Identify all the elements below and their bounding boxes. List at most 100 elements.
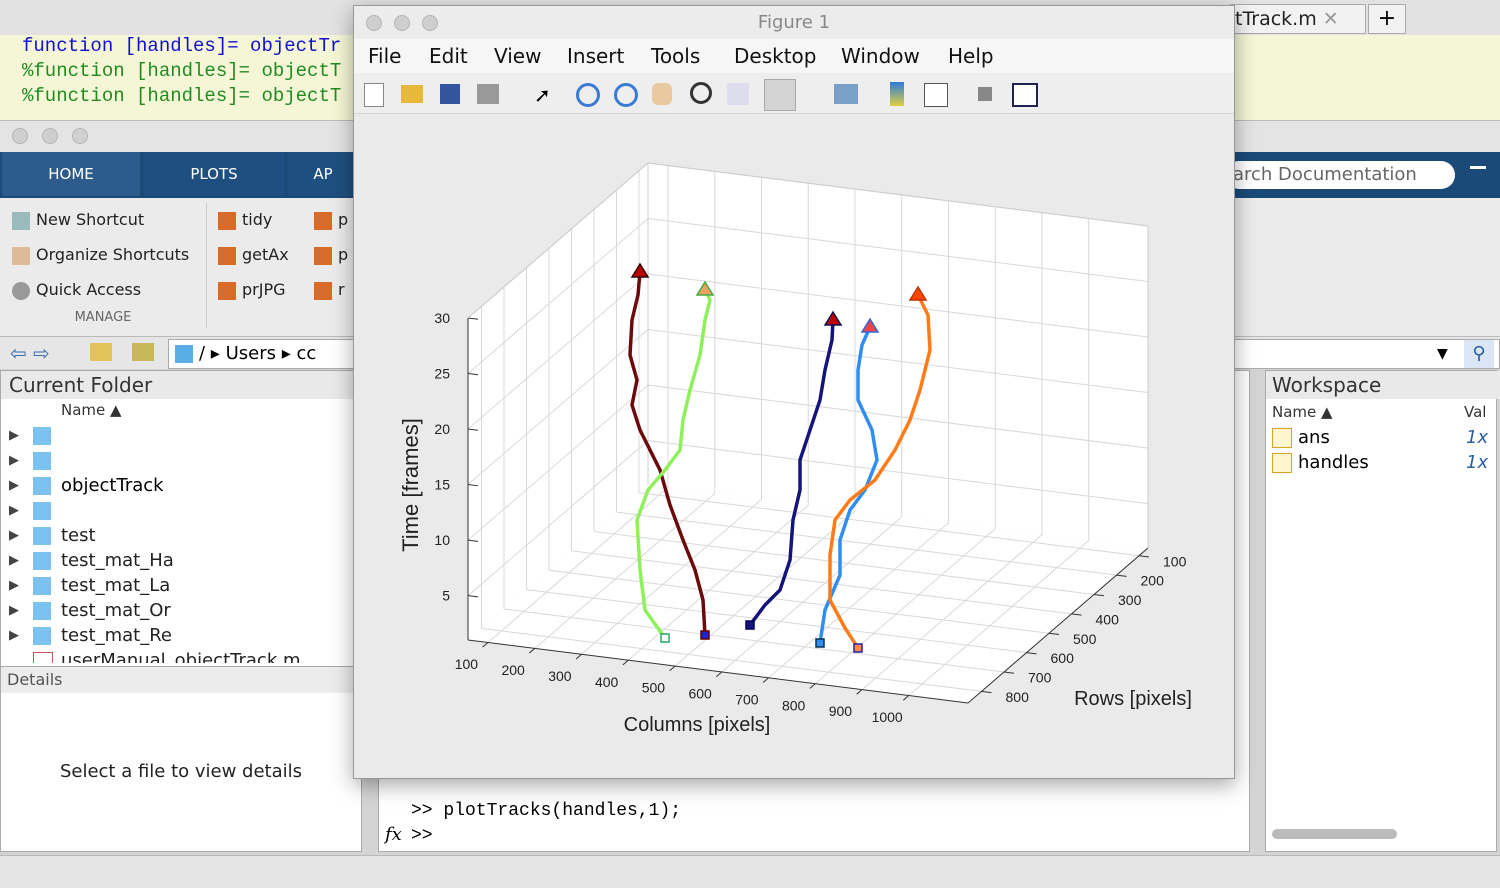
grid-line	[526, 589, 1027, 654]
grid-line	[503, 608, 1005, 673]
x-tick-label: 1000	[872, 709, 903, 725]
tick-mark	[1071, 613, 1082, 616]
tick-mark	[467, 595, 479, 598]
tab[interactable]: PLOTS	[144, 152, 284, 196]
track-start	[853, 643, 863, 653]
label: Quick Access	[36, 280, 142, 299]
menu-item[interactable]: File	[368, 44, 402, 68]
search-box[interactable]: arch Documentation	[1225, 161, 1455, 189]
grid-line	[534, 493, 716, 649]
folder-icon	[33, 527, 51, 545]
column-header[interactable]: Name ▲	[61, 401, 122, 419]
fx-icon[interactable]: fx	[385, 824, 402, 845]
favorite[interactable]: p	[314, 245, 348, 265]
x-tick-label: 700	[735, 691, 759, 707]
favorite[interactable]: getAx	[218, 245, 289, 265]
axes-3d: 100 200 300 400 500 600 700 800 900 1000 100 200 300…	[398, 162, 1192, 736]
file-row[interactable]: ▶	[1, 423, 321, 448]
folder-icon	[33, 477, 51, 495]
label: New Shortcut	[36, 210, 145, 229]
tick-mark	[903, 695, 910, 701]
track	[635, 289, 712, 640]
file-row[interactable]: ▶	[1, 498, 321, 523]
panel-title: Details	[1, 667, 367, 693]
axes-pane	[648, 163, 1148, 548]
grid-line	[571, 550, 1072, 615]
track	[628, 271, 707, 636]
menu-item[interactable]: Window	[841, 44, 920, 68]
menu-item[interactable]: Insert	[567, 44, 625, 68]
menu-item[interactable]: Tools	[651, 44, 701, 68]
variable[interactable]: handles	[1272, 452, 1369, 473]
folder-icon	[33, 502, 51, 520]
new-tab[interactable]: +	[1368, 4, 1406, 34]
tick-mark	[467, 539, 479, 542]
grid-line	[467, 440, 649, 596]
grid-line	[627, 504, 809, 661]
file-row[interactable]: ▶ test	[1, 523, 321, 548]
tab[interactable]: HOME	[2, 152, 140, 196]
variable[interactable]: ans	[1272, 427, 1330, 448]
file-row[interactable]: ▶ test_mat_Re	[1, 623, 321, 648]
favorite[interactable]: r	[314, 280, 345, 300]
file-row[interactable]: ▶ test_mat_La	[1, 573, 321, 598]
file-name: test_mat_La	[61, 575, 171, 596]
editor-tab[interactable]: tTrack.m ✕	[1230, 4, 1366, 34]
menu-item[interactable]: Desktop	[734, 44, 817, 68]
expand-arrow: ▶	[9, 478, 19, 493]
file-name: userManual_objectTrack.m	[61, 650, 301, 663]
grid-line	[467, 384, 649, 541]
axis-line	[647, 162, 1149, 227]
collapse-icon[interactable]	[1470, 166, 1486, 185]
column-header[interactable]: Name ▲	[1272, 403, 1333, 421]
file-row[interactable]: ▶	[1, 448, 321, 473]
menu-item[interactable]: View	[494, 44, 542, 68]
column-header[interactable]: Val	[1464, 403, 1487, 421]
expand-arrow: ▶	[9, 603, 19, 618]
shortcut[interactable]: Quick Access	[12, 280, 141, 300]
x-tick-label: 200	[501, 662, 525, 678]
menu-item[interactable]: Help	[948, 44, 994, 68]
grid-line	[548, 569, 1050, 634]
y-tick-label: 400	[1096, 611, 1120, 627]
figure-title: Figure 1	[354, 6, 1234, 39]
tick-mark	[482, 642, 489, 648]
grid-line	[647, 218, 1149, 283]
file-row[interactable]: ▶ objectTrack	[1, 473, 321, 498]
favorite[interactable]: prJPG	[218, 280, 286, 300]
label: prJPG	[242, 280, 286, 299]
folder-icon	[33, 427, 51, 445]
tick-mark	[1093, 594, 1105, 597]
grid-line	[908, 540, 1090, 696]
file-name: test_mat_Re	[61, 625, 172, 646]
favorite[interactable]: tidy	[218, 210, 272, 230]
tick-mark	[467, 317, 479, 320]
x-tick-label: 600	[688, 686, 712, 702]
favorite[interactable]: p	[314, 210, 348, 230]
tick-mark	[622, 659, 629, 666]
menu-item[interactable]: Edit	[429, 44, 468, 68]
shortcut[interactable]: Organize Shortcuts	[12, 245, 189, 265]
grid-line	[647, 384, 1149, 449]
file-row[interactable]: ▶ test_mat_Ha	[1, 548, 321, 573]
status-bar	[0, 855, 1500, 888]
tab[interactable]: AP	[288, 152, 358, 196]
track-start	[660, 633, 670, 643]
y-tick-label: 100	[1163, 553, 1187, 569]
figure-toolbar: ➚	[354, 73, 1234, 114]
file-row[interactable]: ▶ test_mat_Or	[1, 598, 321, 623]
shortcut[interactable]: New Shortcut	[12, 210, 144, 230]
track-end	[860, 317, 880, 333]
variable-name: handles	[1298, 452, 1369, 473]
tick-mark	[1048, 632, 1060, 636]
folder-icon	[33, 577, 51, 595]
track-end	[823, 310, 843, 326]
file-name: test_mat_Or	[61, 600, 171, 621]
z-tick-label: 15	[434, 477, 450, 493]
grid-line	[647, 440, 1149, 505]
axis-line	[967, 547, 1149, 704]
path-part: /	[199, 343, 206, 364]
track-start	[700, 630, 710, 640]
file-row[interactable]: userManual_objectTrack.m	[1, 648, 321, 663]
